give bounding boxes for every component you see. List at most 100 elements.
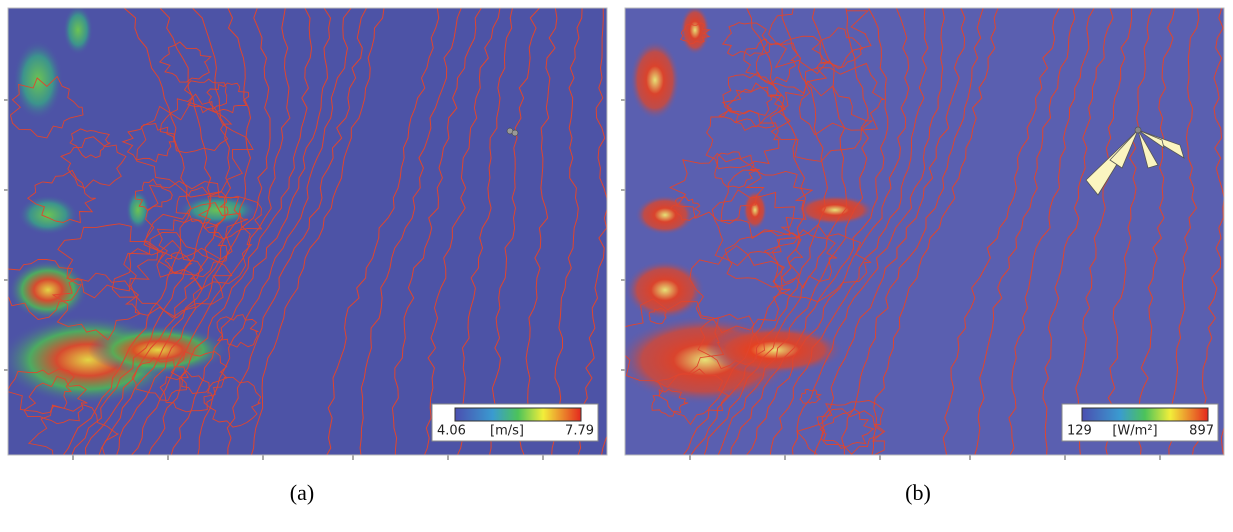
contour-line [27,404,119,455]
contour-line [1073,8,1133,455]
contour-line [799,388,822,404]
map-frame [624,7,1225,456]
contour-line [799,62,886,136]
contour-line [131,357,189,401]
contour-line [143,180,249,260]
contour-line [489,8,540,455]
terrain-hotspot [795,195,875,225]
contour-line [745,8,910,455]
contour-line [197,8,352,455]
contour-line [813,8,966,455]
map-frame [7,7,608,456]
terrain-hotspot [126,190,150,230]
contour-line [648,307,667,325]
contour-line [724,230,804,288]
turbine-marker [506,127,519,137]
contour-line [391,8,482,455]
contour-line [942,8,1060,455]
contour-line [159,370,214,413]
contour-line [326,8,440,455]
contour-line [159,93,233,154]
contour-line [656,368,731,426]
contour-line [690,8,828,455]
contour-line [121,123,175,163]
contour-line [670,196,701,221]
contour-line [203,376,262,428]
contour-line [51,272,141,341]
contour-line [1042,8,1114,455]
contour-line [705,108,780,170]
contour-line [1137,8,1176,455]
terrain-hotspot [13,40,63,120]
contour-line [689,245,791,334]
terrain-hotspot [178,195,258,225]
contour-line [1008,8,1095,455]
contour-line [116,8,271,455]
contour-line [170,8,332,455]
contour-line [771,229,838,290]
map-panel [8,8,607,455]
legend-max: 897 [1189,424,1214,439]
color-bar [454,407,582,422]
contour-line [23,375,88,425]
legend-max: 7.79 [565,424,594,439]
contour-line [1168,8,1200,455]
contour-line [714,151,760,189]
contour-line [768,8,872,75]
contour-line [8,368,75,414]
contour-line [551,8,583,455]
contour-line [871,8,999,455]
terrain-hotspot [18,195,78,235]
contour-line [651,388,689,417]
contour-line [156,218,228,278]
legend-unit: [W/m²] [1112,424,1157,439]
terrain-hotspot [743,190,767,230]
contour-line [134,178,174,212]
contour-line [730,8,889,455]
caption: (a) [290,480,314,505]
terrain-hotspot [630,40,680,120]
contour-line [183,78,228,114]
contour-line [577,8,607,455]
contour-line [216,314,259,348]
contour-line [811,27,864,69]
contour-line [816,400,886,455]
contour-line [721,22,768,57]
map-panel [625,8,1224,455]
contour-line [720,169,814,240]
contour-line [148,8,313,455]
contour-line [456,8,513,455]
contour-line [769,8,929,455]
terrain-hotspot [88,325,228,375]
legend-unit: [m/s] [490,424,524,439]
contour-line [726,82,786,128]
contour-line [60,136,127,189]
color-bar [1081,407,1209,422]
contour-line [819,408,875,450]
contour-line [175,186,229,226]
legend-min: 4.06 [437,424,466,439]
terrain-hotspot [635,195,695,235]
contour-line [9,75,84,139]
color-legend: 4.06 [m/s] 7.79 [431,403,599,442]
caption: (b) [905,480,931,505]
contour-line [669,152,765,225]
contour-line [130,8,291,455]
contour-line [743,38,799,86]
contour-line [27,169,96,224]
contour-line [1192,8,1224,455]
contour-line [974,8,1076,455]
terrain-hotspot [63,8,93,55]
contour-line [170,350,228,394]
contour-line [359,8,462,455]
contour-line [770,80,874,162]
contour-line [206,82,250,114]
color-legend: 129 [W/m²] 897 [1061,403,1219,442]
wind-rose [1085,126,1185,196]
contour-line [791,8,945,455]
contour-line [796,408,885,455]
contour-line [1105,8,1153,455]
contour-line [518,8,558,455]
